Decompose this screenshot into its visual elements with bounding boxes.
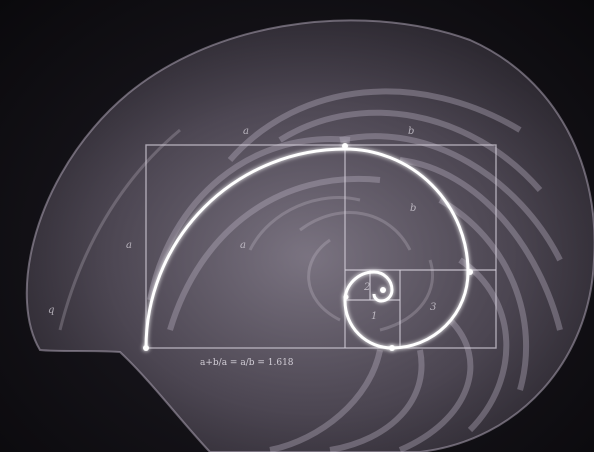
golden-rectangles bbox=[145, 144, 497, 349]
label-a-left: a bbox=[126, 240, 132, 251]
label-a-top: a bbox=[243, 126, 249, 137]
label-two: 2 bbox=[364, 282, 371, 293]
label-b-right: b bbox=[410, 203, 417, 214]
label-q: q bbox=[48, 305, 55, 316]
shell-body bbox=[25, 19, 594, 452]
spiral-nodes bbox=[143, 143, 473, 351]
label-three: 3 bbox=[430, 302, 437, 313]
label-b-top: b bbox=[408, 126, 415, 137]
shell-chambers bbox=[147, 88, 563, 452]
label-one: 1 bbox=[371, 311, 378, 322]
label-a-plus-b: a bbox=[240, 240, 246, 251]
golden-spiral bbox=[144, 147, 470, 350]
golden-ratio-formula: a+b/a = a/b = 1.618 bbox=[200, 358, 294, 368]
